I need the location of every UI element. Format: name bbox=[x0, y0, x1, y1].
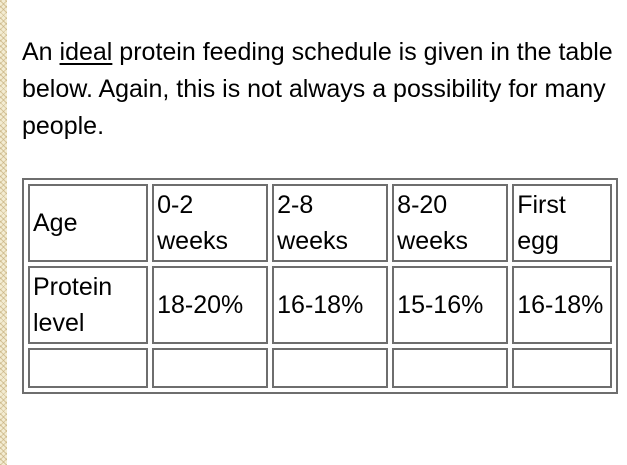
table-row-empty bbox=[28, 348, 612, 388]
empty-cell-1 bbox=[28, 348, 149, 388]
intro-emphasis-ideal: ideal bbox=[59, 38, 113, 66]
empty-cell-5 bbox=[512, 348, 612, 388]
header-cell-2-8-weeks: 2-8 weeks bbox=[272, 184, 389, 262]
header-cell-0-2-weeks: 0-2 weeks bbox=[152, 184, 269, 262]
table-row-protein-level: Protein level 18-20% 16-18% 15-16% 16-18… bbox=[28, 266, 612, 344]
header-cell-first-egg: First egg bbox=[512, 184, 612, 262]
cell-protein-0-2-weeks: 18-20% bbox=[152, 266, 269, 344]
cell-protein-2-8-weeks: 16-18% bbox=[272, 266, 389, 344]
cell-protein-8-20-weeks: 15-16% bbox=[392, 266, 509, 344]
empty-cell-2 bbox=[152, 348, 269, 388]
empty-cell-3 bbox=[272, 348, 389, 388]
cell-protein-first-egg: 16-18% bbox=[512, 266, 612, 344]
intro-text-start: An bbox=[22, 38, 60, 66]
decorative-left-border bbox=[0, 0, 7, 465]
table-header-row: Age 0-2 weeks 2-8 weeks 8-20 weeks First… bbox=[28, 184, 612, 262]
empty-cell-4 bbox=[392, 348, 509, 388]
cell-protein-level-label: Protein level bbox=[28, 266, 149, 344]
header-cell-8-20-weeks: 8-20 weeks bbox=[392, 184, 509, 262]
intro-paragraph: An ideal protein feeding schedule is giv… bbox=[22, 34, 622, 145]
header-cell-age: Age bbox=[28, 184, 149, 262]
protein-schedule-table: Age 0-2 weeks 2-8 weeks 8-20 weeks First… bbox=[22, 178, 618, 394]
intro-text-rest: protein feeding schedule is given in the… bbox=[22, 38, 613, 140]
